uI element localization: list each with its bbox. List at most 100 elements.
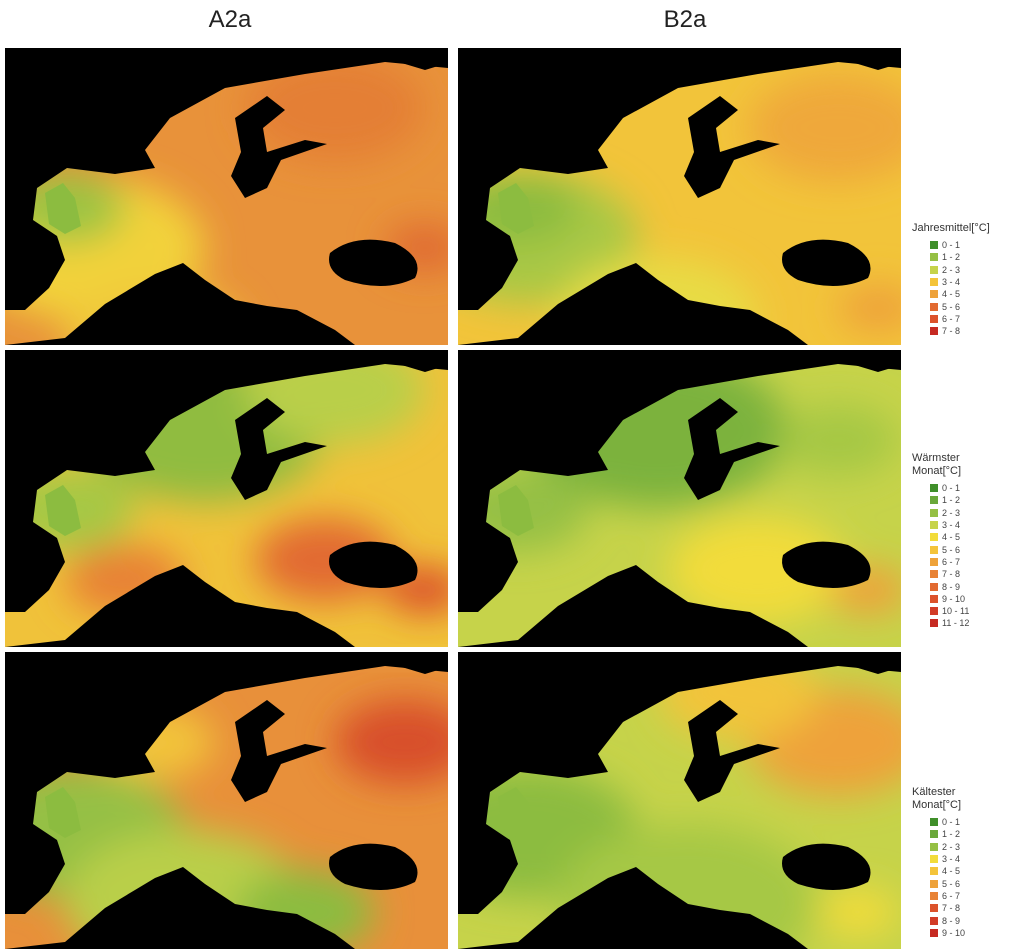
legend-label: 1 - 2 [942, 252, 960, 262]
column-title: B2a [585, 6, 785, 34]
legend-label: 9 - 10 [942, 928, 965, 938]
legend-label: 8 - 9 [942, 582, 960, 592]
legend-item: 5 - 6 [912, 543, 1024, 555]
legend-item: 4 - 5 [912, 288, 1024, 300]
legend-label: 3 - 4 [942, 277, 960, 287]
legend-item: 6 - 7 [912, 890, 1024, 902]
legend-label: 11 - 12 [942, 618, 969, 628]
legend-label: 5 - 6 [942, 879, 960, 889]
legend: Kältester Monat[°C] 0 - 1 1 - 2 2 - 3 3 - 4 4… [912, 786, 1024, 939]
legend-item: 4 - 5 [912, 531, 1024, 543]
legend-item: 5 - 6 [912, 300, 1024, 312]
legend-swatch [930, 484, 938, 492]
legend-item: 7 - 8 [912, 902, 1024, 914]
legend-label: 2 - 3 [942, 265, 960, 275]
legend-label: 7 - 8 [942, 569, 960, 579]
legend-swatch [930, 867, 938, 875]
legend-swatch [930, 509, 938, 517]
legend-label: 7 - 8 [942, 903, 960, 913]
legend-swatch [930, 521, 938, 529]
legend-label: 1 - 2 [942, 829, 960, 839]
legend-item: 11 - 12 [912, 617, 1024, 629]
legend-item: 4 - 5 [912, 865, 1024, 877]
legend-title: Jahresmittel[°C] [912, 222, 1024, 235]
legend-item: 3 - 4 [912, 276, 1024, 288]
legend-item: 8 - 9 [912, 914, 1024, 926]
legend-swatch [930, 327, 938, 335]
legend-label: 0 - 1 [942, 817, 960, 827]
map-panel [458, 350, 901, 647]
legend-swatch [930, 241, 938, 249]
legend-label: 4 - 5 [942, 866, 960, 876]
legend-label: 5 - 6 [942, 302, 960, 312]
legend-swatch [930, 892, 938, 900]
legend-label: 8 - 9 [942, 916, 960, 926]
map-panel [458, 48, 901, 345]
legend-swatch [930, 607, 938, 615]
legend-swatch [930, 818, 938, 826]
zone [818, 888, 898, 936]
legend-item: 7 - 8 [912, 568, 1024, 580]
map-panel [458, 652, 901, 949]
map-panel [5, 48, 448, 345]
legend-label: 0 - 1 [942, 483, 960, 493]
legend-label: 1 - 2 [942, 495, 960, 505]
legend-item: 1 - 2 [912, 828, 1024, 840]
legend-swatch [930, 290, 938, 298]
legend-item: 0 - 1 [912, 816, 1024, 828]
legend-item: 9 - 10 [912, 593, 1024, 605]
legend: Jahresmittel[°C] 0 - 1 1 - 2 2 - 3 3 - 4 4 - … [912, 222, 1024, 337]
legend-swatch [930, 830, 938, 838]
legend-item: 7 - 8 [912, 325, 1024, 337]
legend-swatch [930, 303, 938, 311]
legend-item: 9 - 10 [912, 927, 1024, 939]
legend-swatch [930, 570, 938, 578]
legend-swatch [930, 533, 938, 541]
legend-swatch [930, 904, 938, 912]
legend-item: 6 - 7 [912, 556, 1024, 568]
legend-swatch [930, 880, 938, 888]
legend-swatch [930, 496, 938, 504]
legend-label: 6 - 7 [942, 891, 960, 901]
legend-swatch [930, 266, 938, 274]
legend-label: 4 - 5 [942, 289, 960, 299]
legend-label: 9 - 10 [942, 594, 965, 604]
legend-item: 2 - 3 [912, 264, 1024, 276]
legend-item: 3 - 4 [912, 853, 1024, 865]
legend-label: 2 - 3 [942, 842, 960, 852]
legend-swatch [930, 619, 938, 627]
legend-swatch [930, 843, 938, 851]
legend-label: 3 - 4 [942, 854, 960, 864]
legend-label: 10 - 11 [942, 606, 969, 616]
legend-label: 7 - 8 [942, 326, 960, 336]
legend-item: 5 - 6 [912, 877, 1024, 889]
legend-title: Kältester Monat[°C] [912, 786, 992, 812]
legend-item: 1 - 2 [912, 494, 1024, 506]
legend-swatch [930, 917, 938, 925]
zone [778, 404, 898, 476]
legend-label: 6 - 7 [942, 557, 960, 567]
legend-item: 2 - 3 [912, 841, 1024, 853]
legend-item: 8 - 9 [912, 580, 1024, 592]
legend-swatch [930, 546, 938, 554]
legend-item: 3 - 4 [912, 519, 1024, 531]
legend-label: 5 - 6 [942, 545, 960, 555]
legend-item: 10 - 11 [912, 605, 1024, 617]
page: A2a B2a Jahresmittel[°C] 0 - 1 1 - 2 2 - 3 3… [0, 0, 1029, 948]
legend-label: 6 - 7 [942, 314, 960, 324]
legend-label: 0 - 1 [942, 240, 960, 250]
map-panel [5, 652, 448, 949]
column-title: A2a [130, 6, 330, 34]
legend-label: 3 - 4 [942, 520, 960, 530]
legend-label: 2 - 3 [942, 508, 960, 518]
legend-label: 4 - 5 [942, 532, 960, 542]
legend-swatch [930, 595, 938, 603]
legend-swatch [930, 315, 938, 323]
legend-item: 2 - 3 [912, 507, 1024, 519]
legend-swatch [930, 558, 938, 566]
legend-swatch [930, 253, 938, 261]
legend-item: 6 - 7 [912, 313, 1024, 325]
map-panel [5, 350, 448, 647]
legend-swatch [930, 855, 938, 863]
legend-swatch [930, 278, 938, 286]
